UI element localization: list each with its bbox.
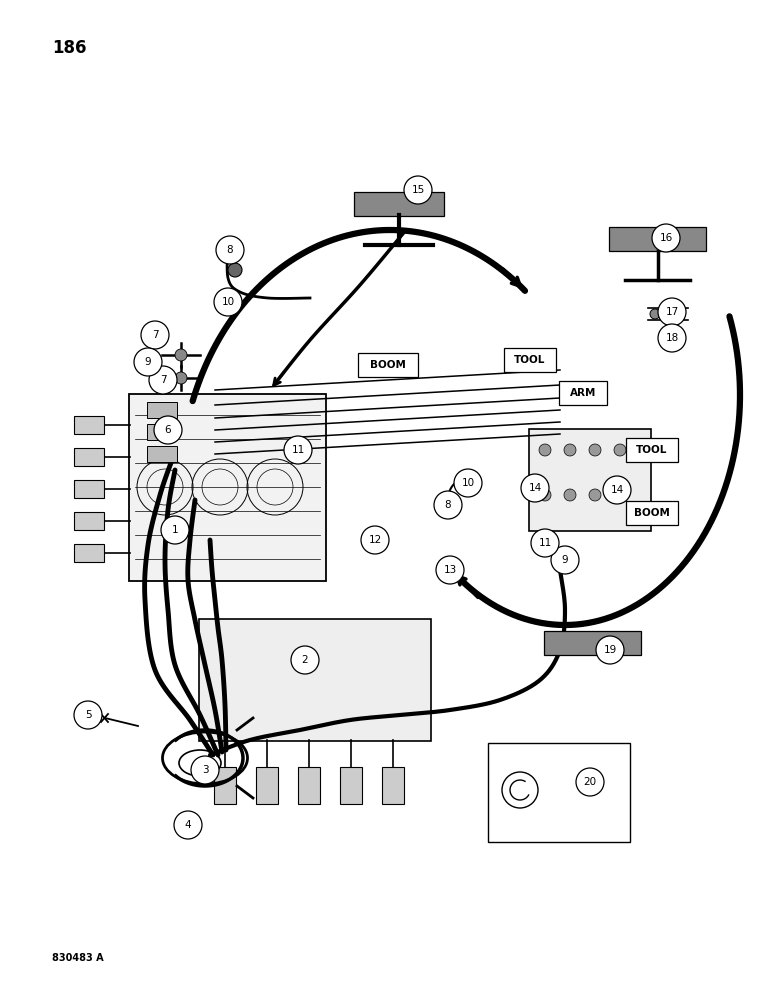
Circle shape <box>214 288 242 316</box>
Circle shape <box>551 546 579 574</box>
Circle shape <box>191 756 219 784</box>
FancyBboxPatch shape <box>382 767 404 804</box>
Text: 5: 5 <box>85 710 91 720</box>
Text: 8: 8 <box>227 245 233 255</box>
Circle shape <box>454 469 482 497</box>
Text: 20: 20 <box>583 777 597 787</box>
Text: 3: 3 <box>202 765 208 775</box>
Circle shape <box>291 646 319 674</box>
Text: 1: 1 <box>172 525 179 535</box>
Text: 16: 16 <box>659 233 672 243</box>
Circle shape <box>216 236 244 264</box>
Text: BOOM: BOOM <box>370 360 406 370</box>
Circle shape <box>141 321 169 349</box>
Circle shape <box>576 768 604 796</box>
Circle shape <box>564 489 576 501</box>
Text: 9: 9 <box>144 357 151 367</box>
Text: 19: 19 <box>604 645 617 655</box>
Circle shape <box>74 701 102 729</box>
Circle shape <box>539 444 551 456</box>
Circle shape <box>134 348 162 376</box>
Circle shape <box>652 224 680 252</box>
Circle shape <box>589 444 601 456</box>
FancyBboxPatch shape <box>358 353 418 377</box>
FancyBboxPatch shape <box>214 767 236 804</box>
Circle shape <box>658 324 686 352</box>
FancyBboxPatch shape <box>74 480 104 498</box>
Circle shape <box>434 491 462 519</box>
Text: BOOM: BOOM <box>634 508 670 518</box>
FancyBboxPatch shape <box>298 767 320 804</box>
Text: 18: 18 <box>665 333 679 343</box>
FancyBboxPatch shape <box>256 767 278 804</box>
Text: 9: 9 <box>562 555 569 565</box>
FancyBboxPatch shape <box>74 416 104 434</box>
Circle shape <box>614 489 626 501</box>
Circle shape <box>361 526 389 554</box>
Text: 6: 6 <box>165 425 172 435</box>
FancyBboxPatch shape <box>544 631 641 655</box>
Circle shape <box>603 476 631 504</box>
FancyBboxPatch shape <box>74 448 104 466</box>
FancyBboxPatch shape <box>626 438 678 462</box>
Text: TOOL: TOOL <box>514 355 546 365</box>
FancyBboxPatch shape <box>609 227 706 251</box>
Circle shape <box>539 489 551 501</box>
Circle shape <box>149 366 177 394</box>
Text: 14: 14 <box>611 485 624 495</box>
Text: 11: 11 <box>538 538 551 548</box>
FancyBboxPatch shape <box>147 402 177 418</box>
FancyBboxPatch shape <box>129 394 326 581</box>
FancyBboxPatch shape <box>354 192 444 216</box>
Text: 2: 2 <box>302 655 308 665</box>
Text: 14: 14 <box>528 483 541 493</box>
Text: 17: 17 <box>665 307 679 317</box>
Circle shape <box>404 176 432 204</box>
Text: 12: 12 <box>368 535 381 545</box>
Circle shape <box>436 556 464 584</box>
Text: 15: 15 <box>411 185 424 195</box>
Circle shape <box>564 444 576 456</box>
FancyBboxPatch shape <box>529 429 651 531</box>
FancyBboxPatch shape <box>626 501 678 525</box>
FancyBboxPatch shape <box>199 619 431 741</box>
Circle shape <box>614 444 626 456</box>
FancyBboxPatch shape <box>340 767 362 804</box>
FancyBboxPatch shape <box>559 381 607 405</box>
Text: ARM: ARM <box>570 388 596 398</box>
Text: 830483 A: 830483 A <box>52 953 104 963</box>
Circle shape <box>284 436 312 464</box>
Circle shape <box>228 263 242 277</box>
FancyBboxPatch shape <box>504 348 556 372</box>
Text: 4: 4 <box>185 820 191 830</box>
FancyBboxPatch shape <box>147 424 177 440</box>
Circle shape <box>161 516 189 544</box>
FancyBboxPatch shape <box>488 743 630 842</box>
Text: 186: 186 <box>52 39 87 57</box>
Circle shape <box>589 489 601 501</box>
Text: 13: 13 <box>443 565 456 575</box>
Text: 10: 10 <box>222 297 235 307</box>
Text: TOOL: TOOL <box>636 445 668 455</box>
Text: 8: 8 <box>445 500 452 510</box>
Circle shape <box>596 636 624 664</box>
Circle shape <box>658 298 686 326</box>
Circle shape <box>531 529 559 557</box>
FancyBboxPatch shape <box>74 512 104 530</box>
FancyBboxPatch shape <box>147 446 177 462</box>
Text: 7: 7 <box>160 375 166 385</box>
Circle shape <box>154 416 182 444</box>
Circle shape <box>175 349 187 361</box>
Text: 7: 7 <box>151 330 158 340</box>
Circle shape <box>650 309 660 319</box>
Text: 10: 10 <box>462 478 474 488</box>
FancyBboxPatch shape <box>74 544 104 562</box>
Circle shape <box>175 372 187 384</box>
Circle shape <box>521 474 549 502</box>
Circle shape <box>174 811 202 839</box>
Text: 11: 11 <box>292 445 305 455</box>
